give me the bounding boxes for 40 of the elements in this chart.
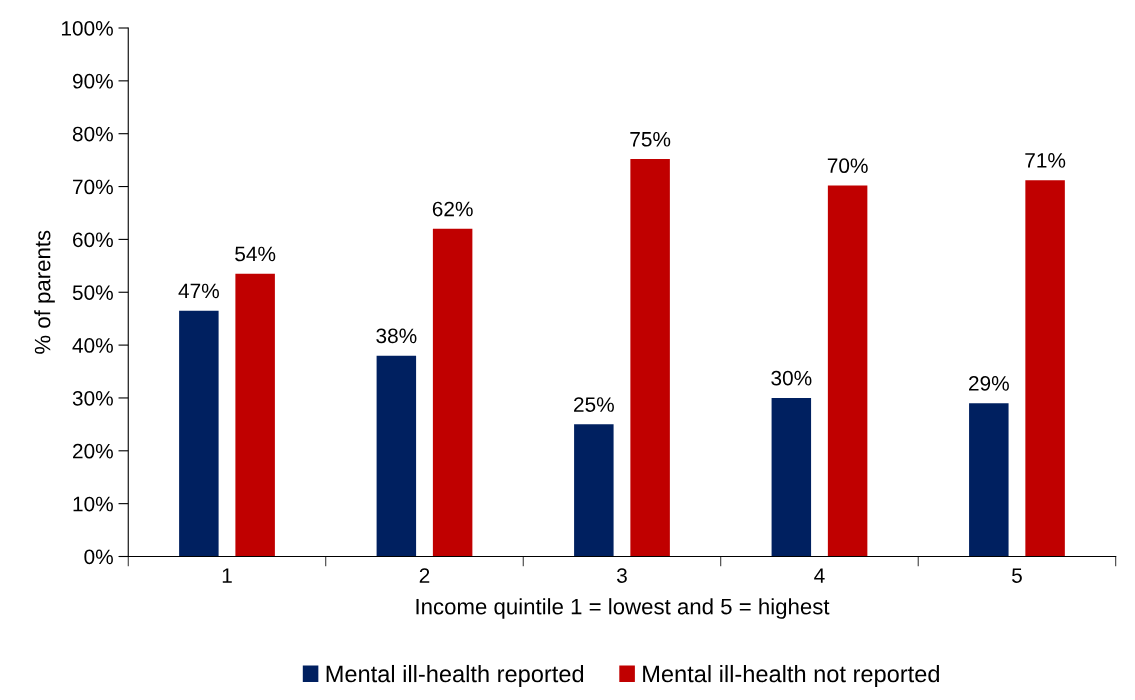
y-tick-label: 90% <box>72 73 113 89</box>
bar <box>574 424 614 557</box>
x-tick-label: 3 <box>616 568 627 583</box>
x-axis-title: Income quintile 1 = lowest and 5 = highest <box>416 598 830 619</box>
y-tick-label: 60% <box>73 232 113 248</box>
data-label: 62% <box>432 201 473 217</box>
x-tick-label: 4 <box>814 568 825 583</box>
bar <box>1025 180 1065 557</box>
y-tick-label: 80% <box>72 126 113 142</box>
y-tick-label: 70% <box>73 179 113 195</box>
bar <box>179 310 219 557</box>
data-label: 29% <box>969 376 1009 391</box>
y-tick-label: 0% <box>84 549 113 565</box>
legend-label: Mental ill-health not reported <box>643 664 939 687</box>
data-label: 54% <box>235 246 276 262</box>
legend-label: Mental ill-health reported <box>326 664 584 687</box>
x-tick-label: 1 <box>222 568 232 583</box>
bar <box>376 355 417 557</box>
data-label: 38% <box>376 328 417 344</box>
x-tick-label: 5 <box>1012 568 1022 583</box>
y-tick-label: 50% <box>72 285 113 300</box>
bar <box>827 185 868 557</box>
data-label: 75% <box>630 131 671 147</box>
y-tick-label: 10% <box>73 496 113 512</box>
bar <box>235 273 275 557</box>
data-label: 25% <box>574 397 614 412</box>
bar <box>432 228 473 557</box>
data-label: 47% <box>178 283 219 299</box>
data-label: 70% <box>827 158 868 174</box>
data-label: 71% <box>1025 153 1066 168</box>
bar <box>969 403 1009 557</box>
x-tick-label: 2 <box>419 568 430 583</box>
y-tick-label: 20% <box>73 443 113 459</box>
bar <box>630 159 670 557</box>
y-tick-label: 30% <box>72 390 113 406</box>
y-tick-label: 100% <box>61 21 113 36</box>
y-tick-label: 40% <box>72 338 113 353</box>
y-axis-title: % of parents <box>34 230 55 354</box>
bar <box>771 397 812 557</box>
data-label: 30% <box>771 370 812 386</box>
